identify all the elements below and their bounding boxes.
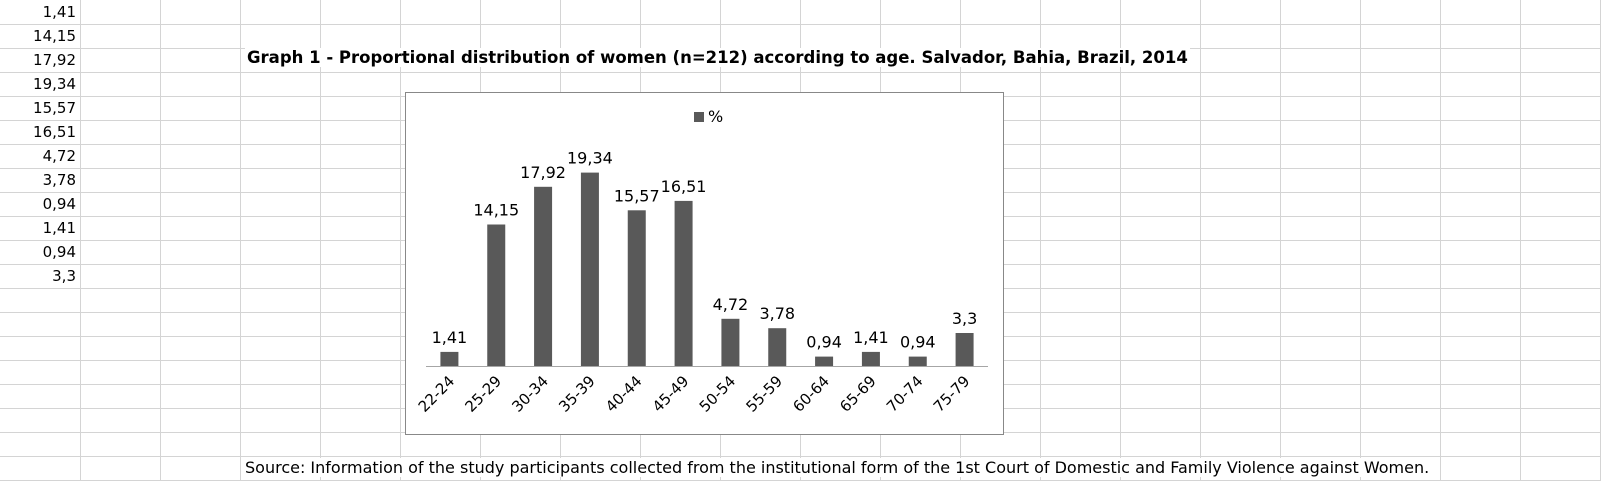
cell-a5[interactable]: 15,57	[33, 99, 76, 117]
source-note: Source: Information of the study partici…	[243, 458, 1432, 477]
data-label: 19,34	[567, 149, 613, 168]
cell-a8[interactable]: 3,78	[42, 171, 76, 189]
bar-30-34[interactable]	[534, 186, 553, 366]
bar-60-64[interactable]	[815, 356, 834, 366]
cell-a12[interactable]: 3,3	[52, 267, 76, 285]
x-tick-label: 50-54	[696, 372, 740, 416]
bar-50-54[interactable]	[721, 318, 740, 366]
bar-chart: % 1,41 22-24 14,15 25-29 17,92 30-34 19,34 35-39…	[415, 107, 988, 416]
data-label: 3,78	[759, 304, 795, 323]
x-tick-label: 22-24	[415, 372, 459, 416]
data-label: 16,51	[661, 177, 707, 196]
bar-75-79[interactable]	[955, 333, 974, 366]
cell-a9[interactable]: 0,94	[42, 195, 76, 213]
data-label: 4,72	[713, 295, 749, 314]
cell-a7[interactable]: 4,72	[42, 147, 76, 165]
cell-a6[interactable]: 16,51	[33, 123, 76, 141]
x-tick-label: 60-64	[789, 372, 833, 416]
data-label: 0,94	[806, 333, 842, 352]
cell-a2[interactable]: 14,15	[33, 27, 76, 45]
data-label: 0,94	[900, 333, 936, 352]
x-tick-label: 70-74	[883, 372, 927, 416]
cell-a4[interactable]: 19,34	[33, 75, 76, 93]
bar-40-44[interactable]	[627, 210, 646, 366]
x-tick-label: 75-79	[930, 372, 974, 416]
chart-area[interactable]: % 1,41 22-24 14,15 25-29 17,92 30-34 19,34 35-39…	[405, 92, 1004, 435]
data-label: 15,57	[614, 186, 660, 205]
bar-45-49[interactable]	[674, 200, 693, 366]
bar-55-59[interactable]	[768, 328, 787, 366]
legend-label: %	[708, 107, 723, 126]
x-tick-label: 45-49	[649, 372, 693, 416]
data-label: 1,41	[432, 328, 468, 347]
cell-a3[interactable]: 17,92	[33, 51, 76, 69]
bar-35-39[interactable]	[580, 172, 599, 366]
bar-65-69[interactable]	[861, 351, 880, 366]
x-tick-label: 40-44	[602, 372, 646, 416]
bar-70-74[interactable]	[908, 356, 927, 366]
bar-22-24[interactable]	[440, 351, 459, 366]
bar-25-29[interactable]	[487, 224, 506, 367]
cell-a10[interactable]: 1,41	[42, 219, 76, 237]
x-tick-label: 35-39	[555, 372, 599, 416]
cell-a11[interactable]: 0,94	[42, 243, 76, 261]
data-label: 1,41	[853, 328, 889, 347]
legend-swatch	[694, 112, 704, 122]
x-tick-label: 25-29	[462, 372, 506, 416]
x-tick-label: 55-59	[743, 372, 787, 416]
data-label: 3,3	[952, 309, 977, 328]
cell-a1[interactable]: 1,41	[42, 3, 76, 21]
x-tick-label: 65-69	[836, 372, 880, 416]
data-label: 17,92	[520, 163, 566, 182]
data-label: 14,15	[473, 201, 519, 220]
chart-title: Graph 1 - Proportional distribution of w…	[245, 48, 1190, 67]
x-tick-label: 30-34	[508, 372, 552, 416]
